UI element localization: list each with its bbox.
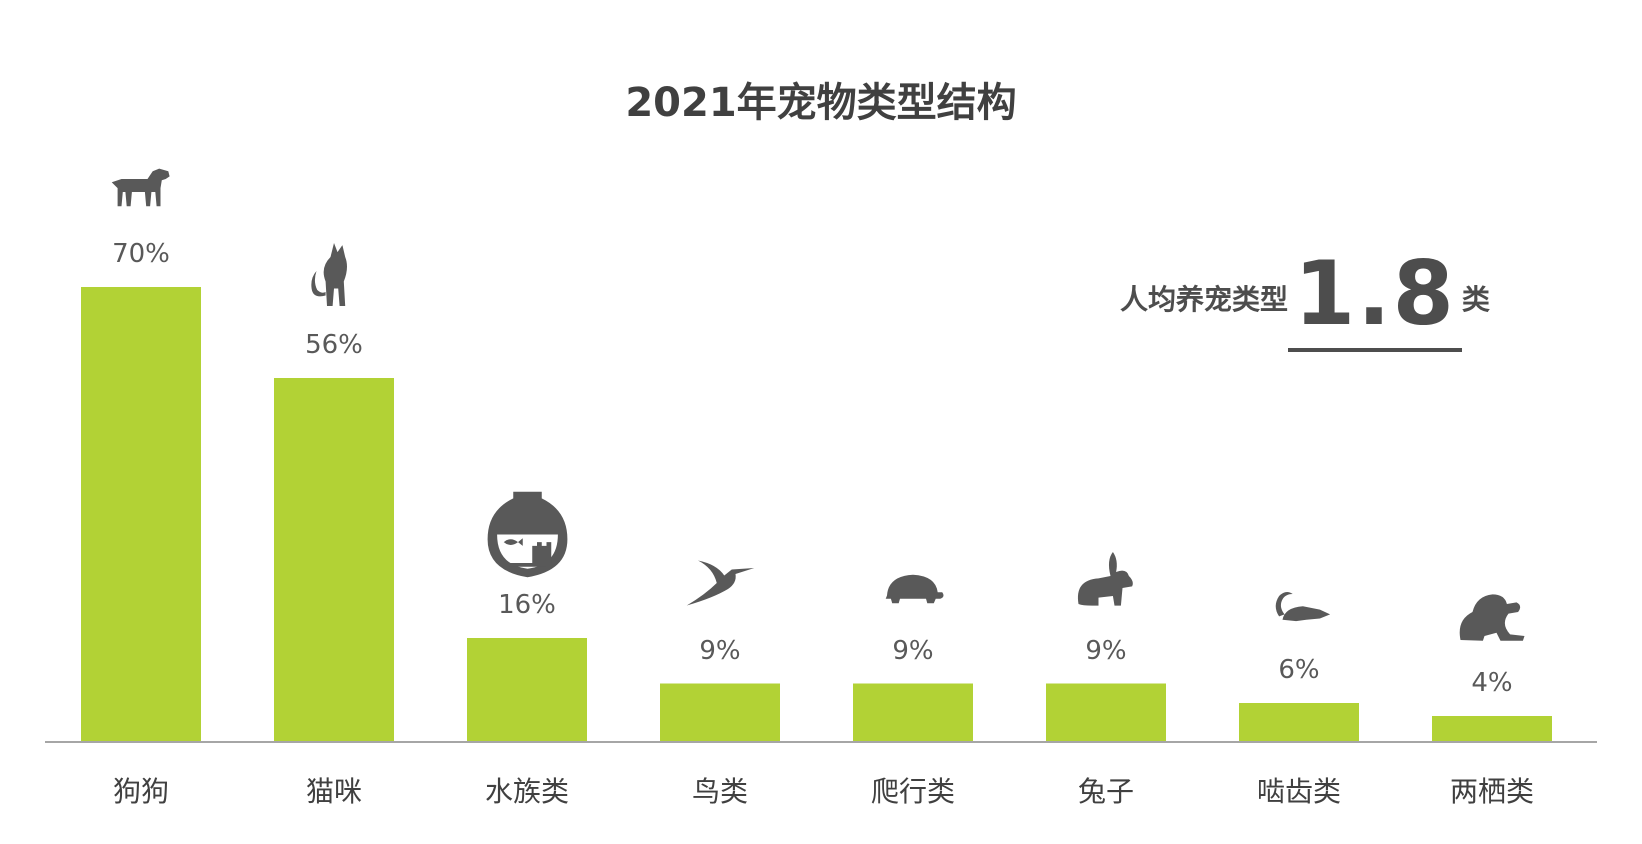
bar-爬行类 — [853, 683, 973, 742]
rat-icon — [1275, 592, 1330, 622]
category-label: 鸟类 — [691, 775, 748, 808]
value-label: 16% — [498, 590, 556, 620]
bar-两栖类 — [1432, 716, 1552, 742]
per-capita-summary: 人均养宠类型 1.8 类 — [1120, 238, 1490, 352]
value-label: 4% — [1471, 668, 1513, 698]
summary-underline — [1288, 348, 1462, 352]
rabbit-icon — [1077, 551, 1133, 606]
bar-水族类 — [467, 638, 587, 742]
frog-icon — [1459, 594, 1524, 641]
category-label: 水族类 — [484, 775, 569, 808]
value-label: 9% — [892, 635, 934, 666]
category-label: 啮齿类 — [1256, 775, 1341, 808]
bar-啮齿类 — [1239, 703, 1359, 742]
summary-value-wrap: 1.8 — [1288, 242, 1462, 352]
value-label: 56% — [305, 330, 363, 360]
value-label: 6% — [1278, 655, 1320, 685]
category-label: 猫咪 — [305, 775, 362, 808]
category-label: 两栖类 — [1449, 775, 1534, 808]
bar-兔子 — [1046, 683, 1166, 742]
category-label: 爬行类 — [870, 775, 955, 808]
hummingbird-icon — [686, 560, 754, 605]
value-label: 9% — [1085, 635, 1127, 666]
fishbowl-icon — [487, 491, 567, 578]
summary-unit: 类 — [1461, 283, 1490, 316]
summary-value: 1.8 — [1294, 242, 1456, 345]
cat-icon — [311, 243, 347, 306]
bar-鸟类 — [660, 683, 780, 742]
category-label: 狗狗 — [112, 775, 169, 808]
category-label: 兔子 — [1077, 775, 1134, 808]
summary-prefix: 人均养宠类型 — [1120, 283, 1289, 316]
bar-狗狗 — [81, 287, 201, 742]
value-label: 9% — [699, 635, 741, 666]
turtle-icon — [885, 574, 944, 603]
dog-icon — [111, 168, 170, 207]
value-label: 70% — [112, 239, 170, 269]
bar-猫咪 — [274, 378, 394, 742]
chart-title: 2021年宠物类型结构 — [625, 80, 1017, 126]
